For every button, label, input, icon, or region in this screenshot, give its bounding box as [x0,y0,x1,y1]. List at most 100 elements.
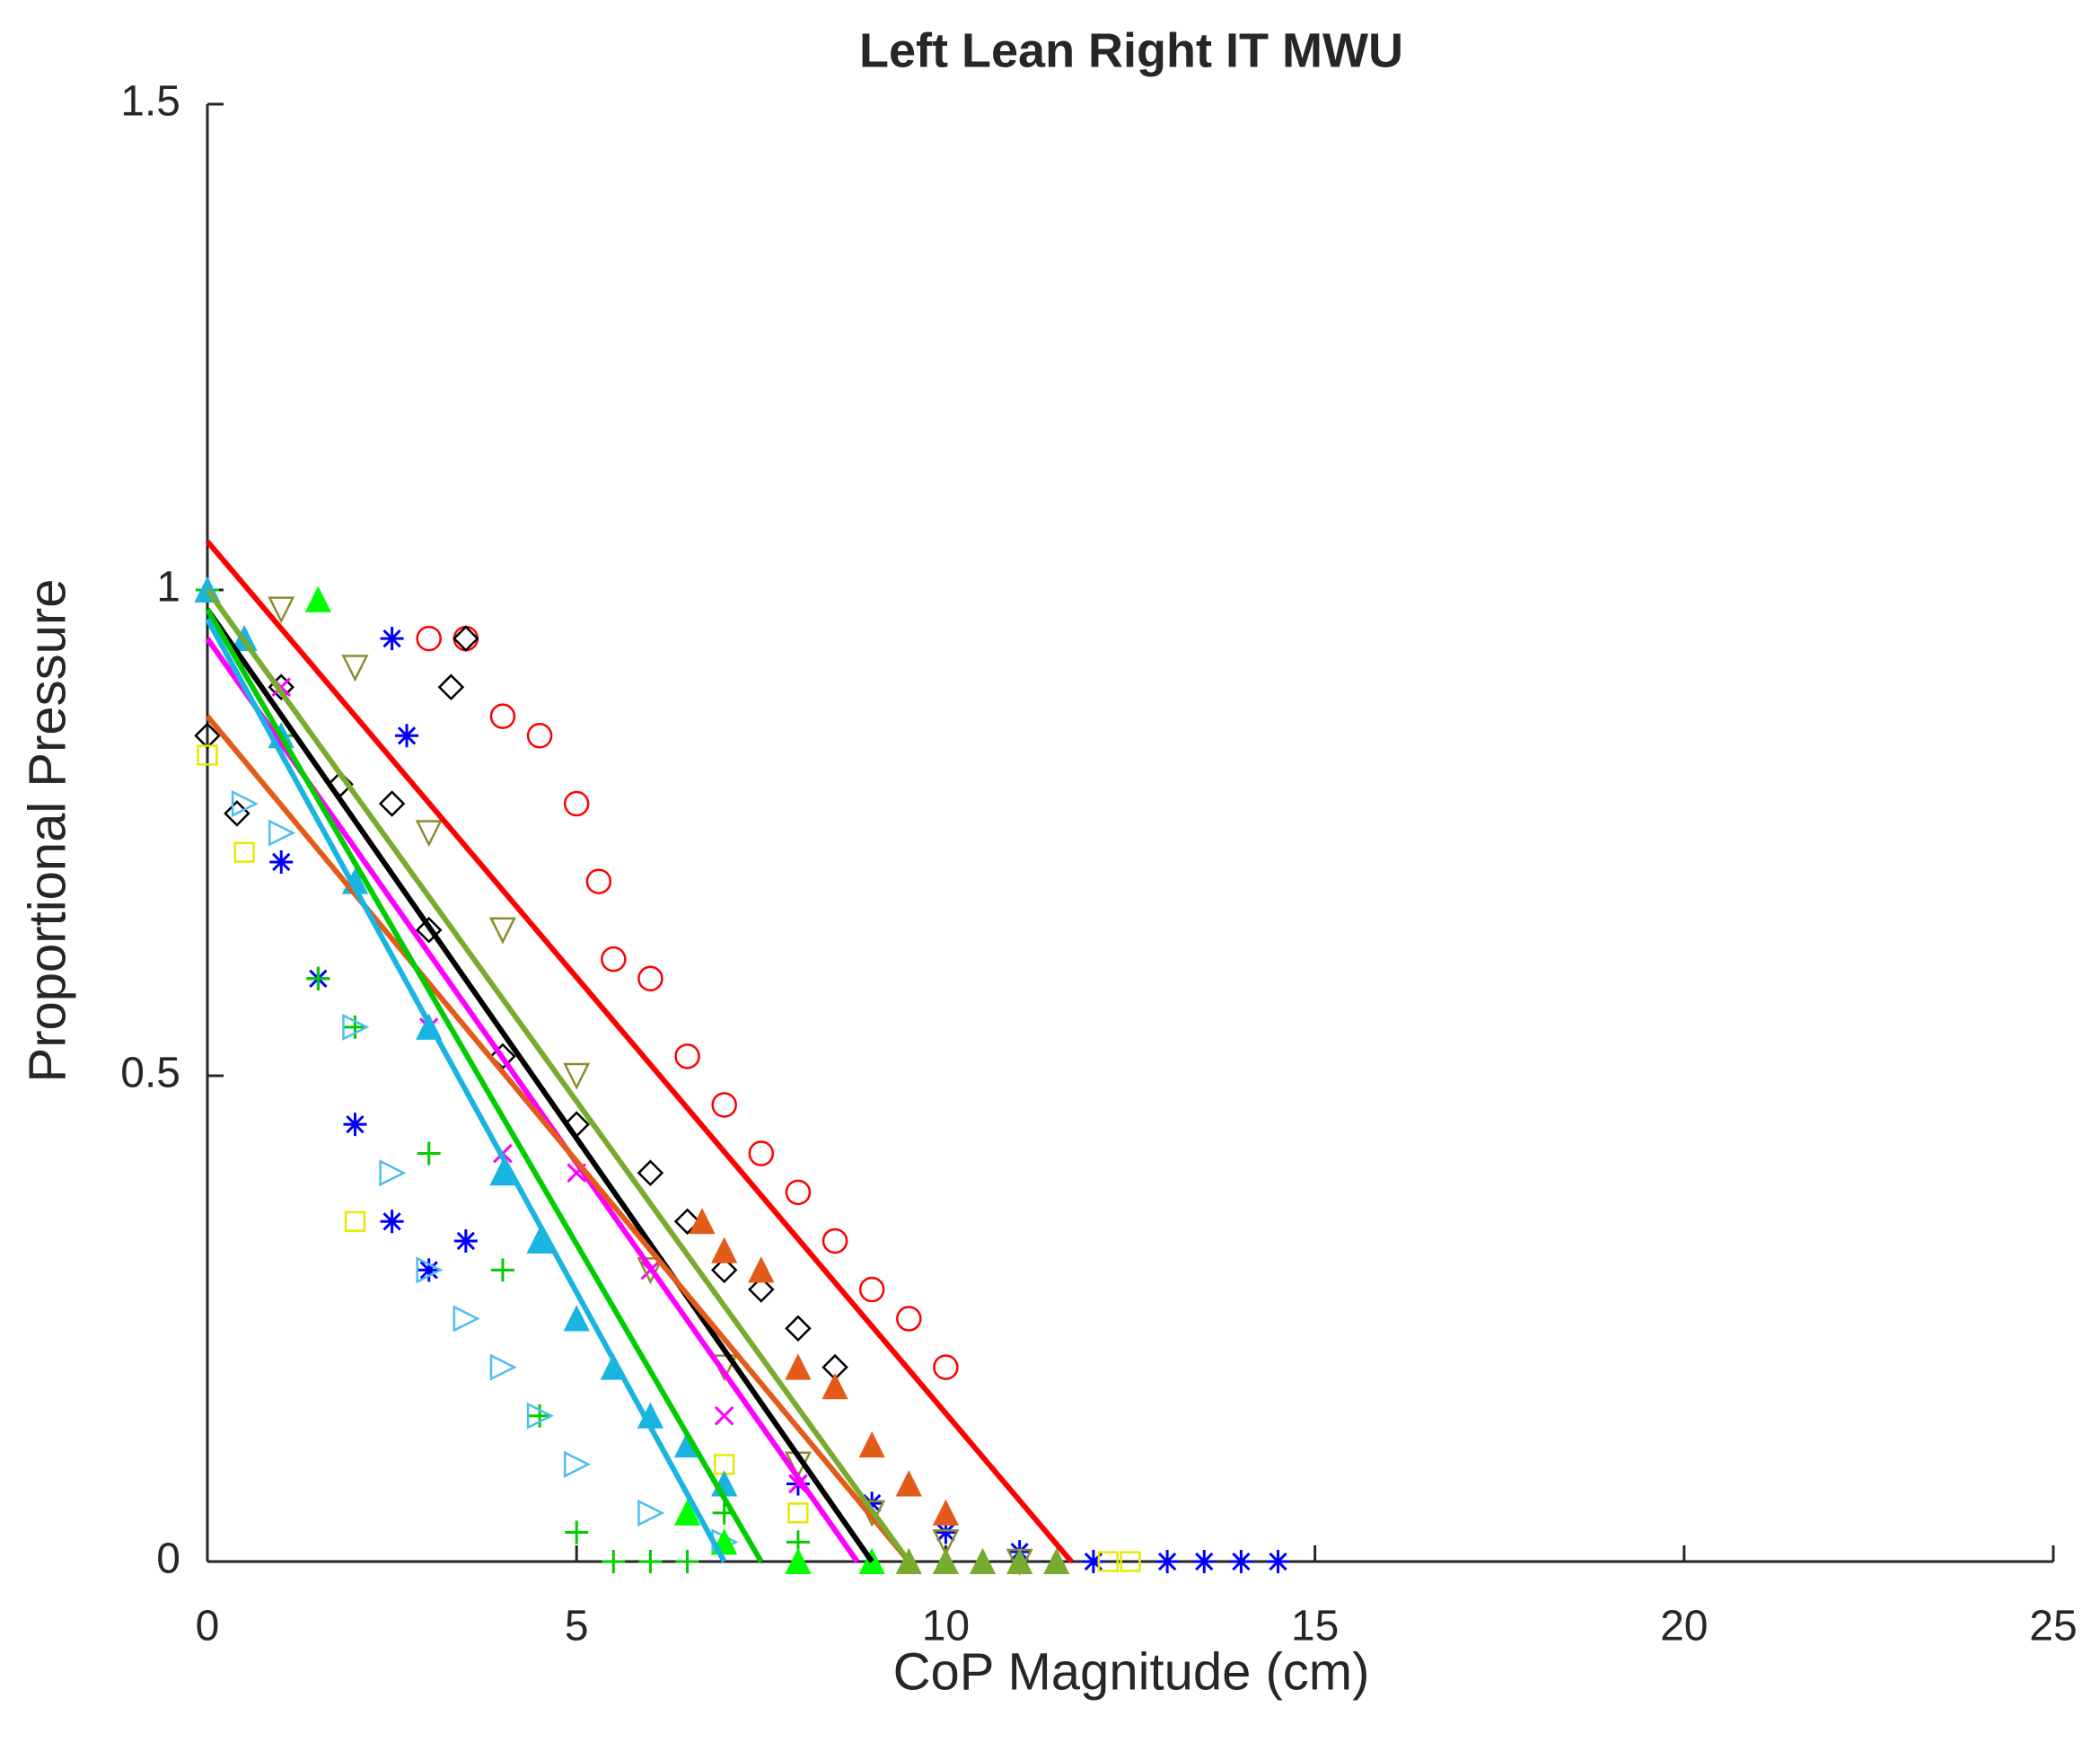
scatter-point [710,1256,738,1284]
scatter-point [379,1159,407,1187]
scatter-point [453,1305,480,1333]
scatter-point [528,1404,552,1428]
fit-line [205,539,1074,1563]
scatter-point [1006,1547,1033,1574]
scatter-point [268,596,295,624]
scatter-point [1155,1550,1180,1573]
scatter-point [563,1305,590,1332]
scatter-point [675,1550,699,1573]
scatter-point [197,744,218,766]
x-tick-label: 20 [1660,1603,1708,1650]
scatter-point [858,1430,885,1458]
scatter-point [673,1499,701,1526]
scatter-point [453,625,479,652]
scatter-point [637,965,663,992]
scatter-point [858,1276,885,1303]
scatter-point [602,1550,626,1573]
scatter-point [526,723,553,749]
scatter-point [748,1140,775,1166]
scatter-point [416,1256,444,1284]
scatter-point [969,1547,997,1574]
scatter-point [453,1228,478,1253]
scatter-point [490,1258,514,1282]
scatter-point [306,966,330,990]
scatter-point [343,1113,367,1137]
scatter-point [269,849,294,874]
scatter-point [785,1353,812,1380]
y-tick-label: 1 [156,564,180,612]
scatter-point [748,1256,775,1283]
scatter-point [748,1276,775,1303]
scatter-point [1120,1551,1141,1572]
scatter-point [489,703,516,729]
scatter-point [417,1258,441,1282]
scatter-point [304,585,331,612]
fit-line [205,618,727,1563]
scatter-point [637,1257,664,1285]
scatter-point [785,1547,812,1574]
scatter-point [415,916,443,944]
scatter-point [1081,1550,1105,1573]
scatter-point [380,1210,404,1234]
scatter-point [489,1353,517,1381]
scatter-point [896,1306,922,1332]
scatter-point [1043,1547,1070,1574]
scatter-point [822,1228,848,1254]
scatter-point [714,1405,734,1426]
scatter-point [268,819,296,847]
scatter-point [437,673,465,700]
scatter-point [526,1402,554,1430]
x-tick-label: 5 [565,1603,589,1650]
scatter-point [344,1210,366,1232]
scatter-point [860,1492,884,1516]
scatter-point [415,820,443,848]
x-tick-label: 0 [196,1603,220,1650]
scatter-point [822,1373,848,1400]
x-axis-label: CoP Magnitude (cm) [893,1642,1370,1701]
scatter-point [673,1208,701,1236]
scatter-point [563,1450,591,1478]
fit-line [205,608,764,1563]
scatter-point [563,790,590,817]
scatter-point [416,625,442,652]
scatter-point [601,946,627,972]
scatter-point [380,627,404,651]
scatter-point [785,1315,812,1342]
scatter-point [932,1547,960,1574]
scatter-point [565,1520,589,1544]
scatter-point [395,724,419,748]
scatter-point [563,1062,591,1090]
scatter-point [934,1520,958,1544]
fit-line [205,588,911,1563]
fit-line [205,714,911,1563]
scatter-point [674,1043,700,1069]
scatter-point [1192,1550,1217,1573]
scatter-point [1266,1550,1290,1573]
scatter-point [341,655,369,682]
scatter-point [689,1208,716,1235]
scatter-point [933,1354,959,1380]
scatter-point [233,841,255,863]
plot-area: 0 5 10 15 20 25 0 0.5 1 1.5 [120,78,2077,1650]
y-tick-label: 1.5 [120,78,180,126]
scatter-point [711,1236,738,1263]
chart-title: Left Lean Right IT MWU [859,23,1403,77]
scatter-point [342,1013,370,1041]
scatter-point [585,868,612,894]
scatter-point [637,1159,664,1186]
scatter-point [194,722,221,750]
fit-line [205,607,874,1563]
y-axis-label: Proportional Pressure [18,579,76,1083]
y-tick-label: 0 [156,1536,180,1583]
scatter-point [637,1499,665,1527]
scatter-point [231,790,259,818]
scatter-point [787,1502,809,1524]
scatter-point [638,1550,663,1573]
y-tick-label: 0.5 [120,1050,180,1097]
scatter-point [785,1179,812,1206]
scatter-point [378,790,406,817]
scatter-point [343,1015,367,1039]
scatter-point [417,1141,441,1166]
